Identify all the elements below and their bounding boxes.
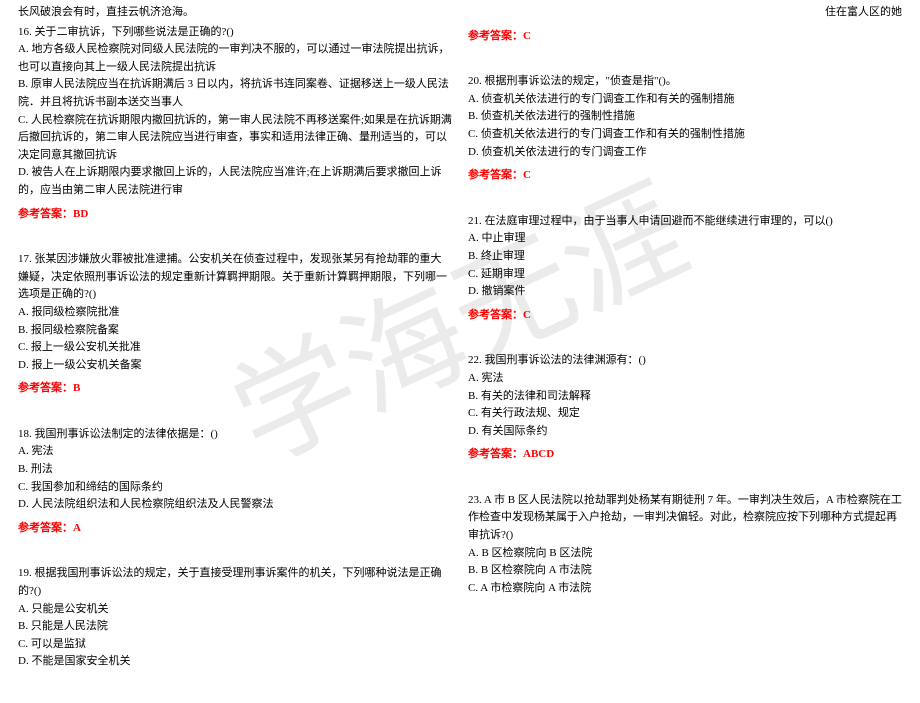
answer-row: 参考答案：B: [18, 380, 452, 398]
answer-label: 参考答案：: [468, 169, 523, 181]
answer-only: 参考答案：C: [468, 28, 902, 46]
option: B. 只能是人民法院: [18, 618, 452, 636]
option: A. 只能是公安机关: [18, 601, 452, 619]
option: D. 人民法院组织法和人民检察院组织法及人民警察法: [18, 496, 452, 514]
option: C. 有关行政法规、规定: [468, 405, 902, 423]
left-column: 长风破浪会有时，直挂云帆济沧海。 16. 关于二审抗诉，下列哪些说法是正确的?(…: [10, 4, 460, 699]
option: B. 有关的法律和司法解释: [468, 388, 902, 406]
question-title: 16. 关于二审抗诉，下列哪些说法是正确的?(): [18, 24, 452, 42]
answer-row: 参考答案：BD: [18, 206, 452, 224]
question-20: 20. 根据刑事诉讼法的规定，"侦查是指"()。 A. 侦查机关依法进行的专门调…: [468, 73, 902, 185]
option: D. 有关国际条约: [468, 423, 902, 441]
question-18: 18. 我国刑事诉讼法制定的法律依据是：() A. 宪法 B. 刑法 C. 我国…: [18, 426, 452, 538]
option: B. 侦查机关依法进行的强制性措施: [468, 108, 902, 126]
option: A. B 区检察院向 B 区法院: [468, 545, 902, 563]
answer-label: 参考答案：: [468, 309, 523, 321]
question-23: 23. A 市 B 区人民法院以抢劫罪判处杨某有期徒刑 7 年。一审判决生效后，…: [468, 492, 902, 598]
answer-label: 参考答案：: [18, 382, 73, 394]
option: C. 延期审理: [468, 266, 902, 284]
answer-value: BD: [73, 208, 88, 220]
header-left: 长风破浪会有时，直挂云帆济沧海。: [18, 4, 452, 22]
answer-value: C: [523, 309, 531, 321]
option: B. 报同级检察院备案: [18, 322, 452, 340]
question-17: 17. 张某因涉嫌放火罪被批准逮捕。公安机关在侦查过程中，发现张某另有抢劫罪的重…: [18, 251, 452, 398]
page-container: 长风破浪会有时，直挂云帆济沧海。 16. 关于二审抗诉，下列哪些说法是正确的?(…: [0, 0, 920, 703]
question-title: 18. 我国刑事诉讼法制定的法律依据是：(): [18, 426, 452, 444]
right-column: 住在富人区的她 参考答案：C 20. 根据刑事诉讼法的规定，"侦查是指"()。 …: [460, 4, 910, 699]
answer-value: A: [73, 522, 81, 534]
question-title: 22. 我国刑事诉讼法的法律渊源有：(): [468, 352, 902, 370]
answer-value: B: [73, 382, 80, 394]
option: C. 报上一级公安机关批准: [18, 339, 452, 357]
answer-label: 参考答案：: [468, 448, 523, 460]
option: D. 不能是国家安全机关: [18, 653, 452, 671]
option: B. B 区检察院向 A 市法院: [468, 562, 902, 580]
option: C. 侦查机关依法进行的专门调查工作和有关的强制性措施: [468, 126, 902, 144]
answer-label: 参考答案：: [468, 30, 523, 42]
question-16: 16. 关于二审抗诉，下列哪些说法是正确的?() A. 地方各级人民检察院对同级…: [18, 24, 452, 224]
answer-value: C: [523, 30, 531, 42]
question-title: 23. A 市 B 区人民法院以抢劫罪判处杨某有期徒刑 7 年。一审判决生效后，…: [468, 492, 902, 545]
question-title: 20. 根据刑事诉讼法的规定，"侦查是指"()。: [468, 73, 902, 91]
option: B. 刑法: [18, 461, 452, 479]
answer-label: 参考答案：: [18, 208, 73, 220]
answer-label: 参考答案：: [18, 522, 73, 534]
header-right: 住在富人区的她: [468, 4, 902, 22]
option: B. 终止审理: [468, 248, 902, 266]
option: A. 侦查机关依法进行的专门调查工作和有关的强制措施: [468, 91, 902, 109]
option: A. 报同级检察院批准: [18, 304, 452, 322]
answer-row: 参考答案：C: [468, 28, 902, 46]
option: D. 侦查机关依法进行的专门调查工作: [468, 144, 902, 162]
question-19: 19. 根据我国刑事诉讼法的规定，关于直接受理刑事诉案件的机关，下列哪种说法是正…: [18, 565, 452, 671]
option: A. 宪法: [468, 370, 902, 388]
option: A. 地方各级人民检察院对同级人民法院的一审判决不服的，可以通过一审法院提出抗诉…: [18, 41, 452, 76]
option: C. 人民检察院在抗诉期限内撤回抗诉的，第一审人民法院不再移送案件;如果是在抗诉…: [18, 112, 452, 165]
option: B. 原审人民法院应当在抗诉期满后 3 日以内，将抗诉书连同案卷、证据移送上一级…: [18, 76, 452, 111]
question-21: 21. 在法庭审理过程中，由于当事人申请回避而不能继续进行审理的，可以() A.…: [468, 213, 902, 325]
question-title: 21. 在法庭审理过程中，由于当事人申请回避而不能继续进行审理的，可以(): [468, 213, 902, 231]
option: A. 宪法: [18, 443, 452, 461]
answer-value: C: [523, 169, 531, 181]
answer-row: 参考答案：A: [18, 520, 452, 538]
question-title: 19. 根据我国刑事诉讼法的规定，关于直接受理刑事诉案件的机关，下列哪种说法是正…: [18, 565, 452, 600]
option: D. 报上一级公安机关备案: [18, 357, 452, 375]
option: C. 我国参加和缔结的国际条约: [18, 479, 452, 497]
answer-row: 参考答案：C: [468, 167, 902, 185]
answer-value: ABCD: [523, 448, 554, 460]
option: D. 被告人在上诉期限内要求撤回上诉的，人民法院应当准许;在上诉期满后要求撤回上…: [18, 164, 452, 199]
option: D. 撤销案件: [468, 283, 902, 301]
question-22: 22. 我国刑事诉讼法的法律渊源有：() A. 宪法 B. 有关的法律和司法解释…: [468, 352, 902, 464]
answer-row: 参考答案：C: [468, 307, 902, 325]
option: A. 中止审理: [468, 230, 902, 248]
option: C. A 市检察院向 A 市法院: [468, 580, 902, 598]
question-title: 17. 张某因涉嫌放火罪被批准逮捕。公安机关在侦查过程中，发现张某另有抢劫罪的重…: [18, 251, 452, 304]
answer-row: 参考答案：ABCD: [468, 446, 902, 464]
